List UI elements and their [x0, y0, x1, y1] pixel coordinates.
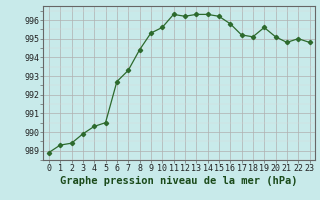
- X-axis label: Graphe pression niveau de la mer (hPa): Graphe pression niveau de la mer (hPa): [60, 176, 298, 186]
